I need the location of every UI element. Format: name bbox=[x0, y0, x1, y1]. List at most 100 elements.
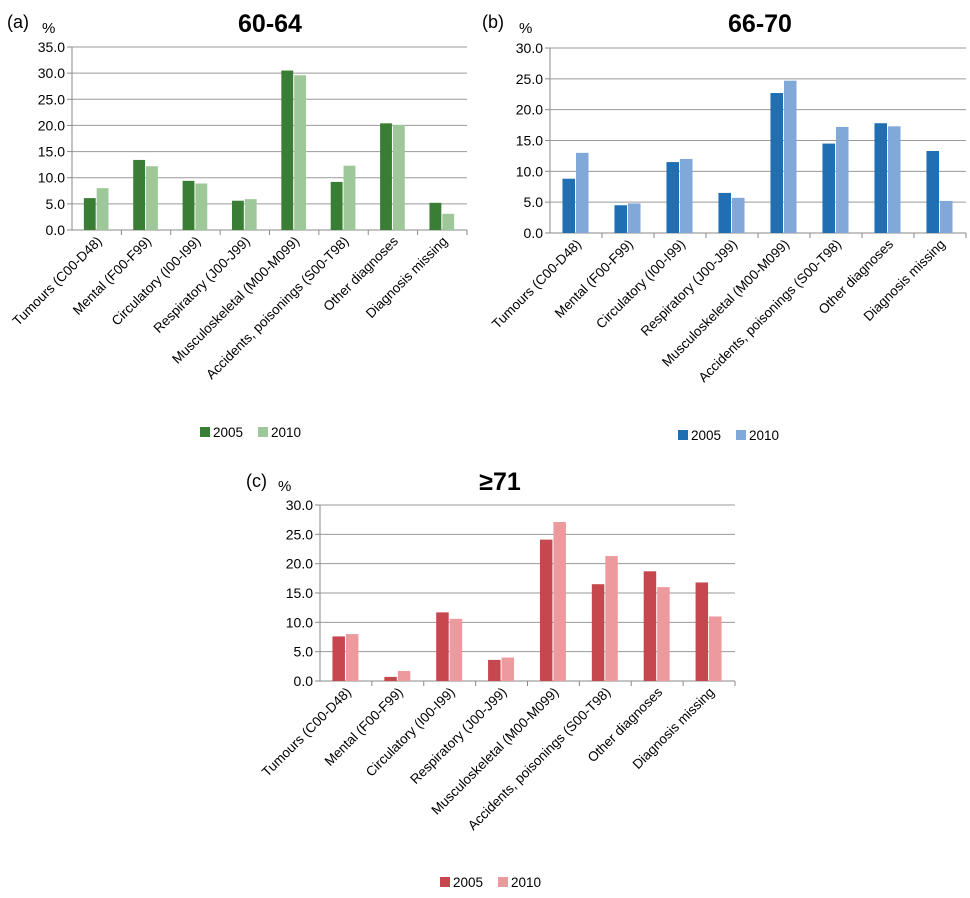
bar-2010-8 bbox=[940, 200, 953, 233]
legend-label: 2010 bbox=[511, 875, 541, 890]
bar-2010-3 bbox=[195, 183, 208, 230]
y-tick-label: 35.0 bbox=[38, 39, 65, 55]
y-tick-label: 15.0 bbox=[516, 133, 543, 149]
y-axis-unit-label: % bbox=[278, 478, 291, 495]
y-tick-label: 10.0 bbox=[516, 163, 543, 179]
bar-2010-1 bbox=[576, 152, 589, 233]
legend-label: 2010 bbox=[749, 428, 779, 443]
x-category-label: Circulatory (I00-I99) bbox=[363, 685, 458, 780]
bar-2005-6 bbox=[822, 143, 835, 233]
bar-2005-7 bbox=[874, 123, 887, 233]
x-category-label: Respiratory (J00-J99) bbox=[638, 237, 740, 339]
bar-2010-1 bbox=[345, 634, 359, 681]
bar-2010-6 bbox=[343, 165, 356, 230]
bar-2005-5 bbox=[281, 70, 294, 231]
y-tick-label: 5.0 bbox=[46, 196, 66, 212]
bar-2010-4 bbox=[501, 657, 515, 681]
bar-2005-6 bbox=[591, 584, 605, 681]
bar-2005-8 bbox=[926, 150, 939, 233]
y-tick-label: 20.0 bbox=[516, 102, 543, 118]
panel-letter: (b) bbox=[482, 12, 504, 32]
bar-2005-2 bbox=[133, 159, 146, 230]
x-category-label: Tumours (C00-D48) bbox=[489, 237, 584, 332]
bar-2005-7 bbox=[643, 571, 657, 681]
bar-2010-4 bbox=[732, 197, 745, 233]
bar-2010-2 bbox=[397, 671, 411, 681]
bar-2010-6 bbox=[836, 126, 849, 233]
y-tick-label: 0.0 bbox=[524, 225, 544, 241]
bar-2010-5 bbox=[553, 522, 566, 681]
y-tick-label: 0.0 bbox=[294, 673, 314, 689]
chart-title: 60-64 bbox=[238, 10, 302, 38]
y-tick-label: 30.0 bbox=[286, 497, 313, 513]
y-tick-label: 25.0 bbox=[38, 91, 65, 107]
bar-2010-4 bbox=[244, 199, 257, 230]
bar-2005-4 bbox=[231, 200, 244, 230]
chart-panel-2: (b)% 66-70 0.0 5.0 10.0 15.0 20.0 25.0 30.0 Tumou… bbox=[482, 10, 967, 443]
legend-swatch bbox=[258, 427, 268, 437]
y-tick-label: 20.0 bbox=[38, 117, 65, 133]
bar-2010-5 bbox=[294, 75, 307, 230]
legend-swatch bbox=[498, 877, 508, 887]
y-axis-unit-label: % bbox=[519, 20, 532, 37]
y-tick-label: 5.0 bbox=[294, 644, 314, 660]
y-tick-label: 0.0 bbox=[46, 222, 66, 238]
legend-label: 2005 bbox=[453, 875, 483, 890]
chart-title: 66-70 bbox=[728, 10, 792, 38]
bar-2010-5 bbox=[784, 80, 797, 233]
bar-2005-3 bbox=[436, 612, 449, 681]
y-tick-label: 15.0 bbox=[38, 144, 65, 160]
bar-2005-5 bbox=[770, 93, 783, 234]
panel-letter: (a) bbox=[7, 12, 29, 32]
bar-2005-8 bbox=[695, 582, 709, 681]
x-category-label: Tumours (C00-D48) bbox=[259, 685, 354, 780]
legend-label: 2005 bbox=[691, 428, 721, 443]
bar-2010-3 bbox=[449, 618, 463, 681]
panel-letter: (c) bbox=[246, 471, 267, 491]
y-tick-label: 10.0 bbox=[38, 170, 65, 186]
bar-2010-8 bbox=[442, 213, 455, 230]
legend-swatch bbox=[678, 430, 688, 440]
y-tick-label: 25.0 bbox=[516, 71, 543, 87]
x-category-label: Circulatory (I00-I99) bbox=[109, 234, 204, 329]
bar-2010-8 bbox=[709, 616, 722, 681]
y-tick-label: 10.0 bbox=[286, 614, 313, 630]
x-category-label: Respiratory (J00-J99) bbox=[407, 685, 509, 787]
bar-2005-2 bbox=[614, 205, 627, 233]
bar-2005-1 bbox=[332, 636, 345, 681]
x-category-label: Respiratory (J00-J99) bbox=[151, 234, 253, 336]
bar-2010-7 bbox=[888, 126, 901, 233]
bar-2010-2 bbox=[146, 166, 158, 230]
y-tick-label: 30.0 bbox=[516, 40, 543, 56]
bar-2005-8 bbox=[429, 202, 442, 230]
bar-2010-3 bbox=[680, 159, 693, 233]
y-tick-label: 15.0 bbox=[286, 585, 313, 601]
bar-2010-6 bbox=[605, 556, 618, 681]
chart-panel-3: (c)% ≥71 0.0 5.0 10.0 15.0 20.0 25.0 30.0 Tumours… bbox=[246, 468, 736, 890]
bar-2005-5 bbox=[539, 539, 553, 681]
bar-2005-4 bbox=[488, 659, 501, 681]
bar-2010-7 bbox=[392, 124, 405, 230]
bar-2005-1 bbox=[83, 198, 96, 230]
bar-2005-7 bbox=[380, 123, 392, 230]
x-category-label: Tumours (C00-D48) bbox=[10, 234, 105, 329]
bar-2010-7 bbox=[657, 587, 670, 681]
bar-2005-1 bbox=[562, 178, 575, 233]
x-category-label: Circulatory (I00-I99) bbox=[593, 237, 688, 332]
legend-label: 2010 bbox=[271, 425, 301, 440]
y-tick-label: 5.0 bbox=[524, 194, 544, 210]
bar-2005-3 bbox=[182, 180, 195, 230]
bar-2005-6 bbox=[330, 181, 343, 230]
y-axis-unit-label: % bbox=[42, 20, 55, 37]
y-tick-label: 20.0 bbox=[286, 556, 313, 572]
y-tick-label: 30.0 bbox=[38, 65, 65, 81]
legend-swatch bbox=[200, 427, 210, 437]
chart-panel-1: (a)% 60-64 0.0 5.0 10.0 15.0 20.0 25.0 30.0 35.0 T… bbox=[7, 10, 468, 440]
y-tick-label: 25.0 bbox=[286, 526, 313, 542]
chart-title: ≥71 bbox=[479, 468, 521, 496]
bar-2010-1 bbox=[96, 188, 109, 230]
legend-swatch bbox=[736, 430, 746, 440]
legend-label: 2005 bbox=[213, 425, 243, 440]
legend-swatch bbox=[440, 877, 450, 887]
